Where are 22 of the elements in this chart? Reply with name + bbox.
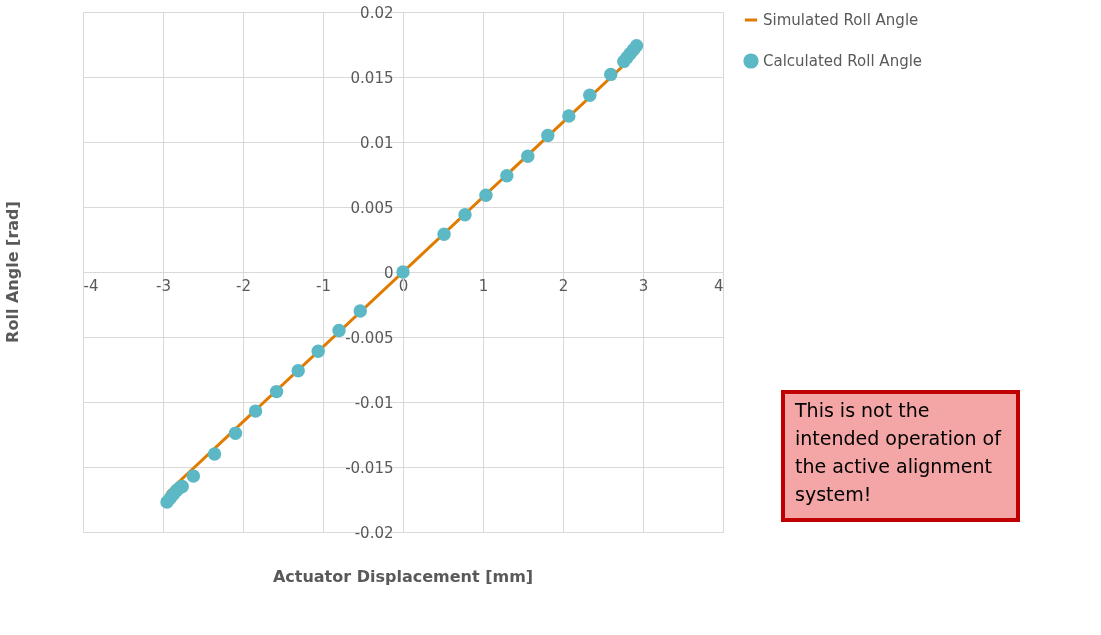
x-tick-label: 4 <box>713 276 724 295</box>
y-tick-label: 0 <box>383 263 394 282</box>
x-tick-label: 1 <box>478 276 489 295</box>
y-tick-label: -0.005 <box>345 328 394 347</box>
x-tick-label: 2 <box>558 276 569 295</box>
x-tick-label: -4 <box>83 276 99 295</box>
legend-label: Simulated Roll Angle <box>763 11 919 29</box>
x-tick-label: 3 <box>638 276 649 295</box>
y-tick-label: -0.01 <box>354 393 394 412</box>
x-tick-label: -3 <box>156 276 171 295</box>
x-tick-label: -1 <box>316 276 331 295</box>
x-axis-title: Actuator Displacement [mm] <box>272 567 534 586</box>
y-tick-label: 0.005 <box>350 198 394 217</box>
y-tick-label: -0.015 <box>345 458 394 477</box>
y-tick-label: -0.02 <box>354 523 394 542</box>
y-tick-label: 0.02 <box>360 3 394 22</box>
y-axis-title: Roll Angle [rad] <box>3 201 22 343</box>
y-tick-label: 0.01 <box>360 133 394 152</box>
x-tick-label: -2 <box>236 276 251 295</box>
y-tick-label: 0.015 <box>350 68 394 87</box>
legend-label: Calculated Roll Angle <box>763 52 923 70</box>
text: This is not the intended operation of the active alignment system! <box>794 399 1003 505</box>
